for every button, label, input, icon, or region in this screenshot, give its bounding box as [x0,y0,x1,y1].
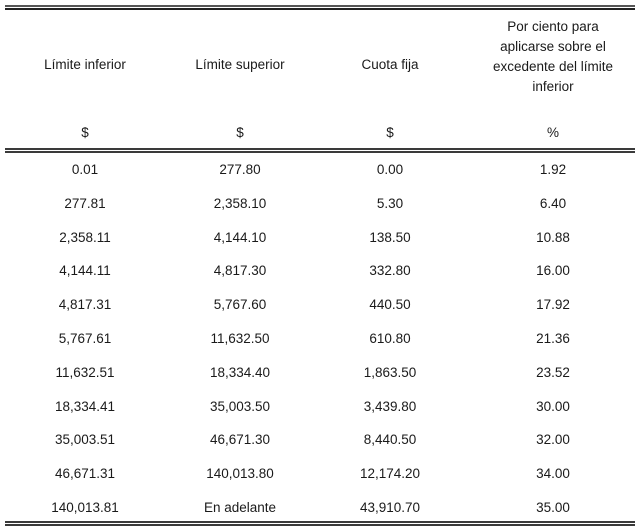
unit-cuota-fija: $ [386,125,394,140]
cell-limite-superior: 11,632.50 [210,331,270,346]
table-body: 0.01 277.80 0.00 1.92 277.81 2,358.10 5.30 6.40… [5,153,635,521]
cell-limite-superior: 4,817.30 [213,263,267,279]
cell-por-ciento: 10.88 [536,229,570,245]
cell-cuota-fija: 1,863.50 [363,364,417,380]
cell-por-ciento: 21.36 [536,331,570,346]
table-row: 46,671.31 140,013.80 12,174.20 34.00 [5,464,635,498]
cell-limite-inferior: 35,003.51 [54,432,116,448]
table-header: Límite inferior Límite superior Cuota fi… [5,10,635,148]
cell-cuota-fija: 610.80 [369,331,411,346]
cell-limite-superior: 2,358.10 [213,195,267,211]
cell-limite-superior: 18,334.40 [209,364,271,380]
cell-por-ciento: 32.00 [536,432,570,448]
unit-limite-superior: $ [236,125,244,140]
cell-limite-inferior: 46,671.31 [54,466,116,482]
cell-limite-inferior: 2,358.11 [59,229,111,245]
isr-rate-table: Límite inferior Límite superior Cuota fi… [5,5,635,526]
cell-cuota-fija: 0.00 [376,162,404,177]
table-row: 2,358.11 4,144.10 138.50 10.88 [5,228,635,262]
cell-cuota-fija: 43,910.70 [359,500,421,515]
cell-limite-inferior: 5,767.61 [58,331,112,346]
cell-por-ciento: 34.00 [536,466,570,482]
cell-por-ciento: 1.92 [539,162,567,177]
header-cuota-fija: Cuota fija [361,57,419,72]
table-row: 140,013.81 En adelante 43,910.70 35.00 [5,498,635,532]
cell-limite-superior: 35,003.50 [209,398,271,414]
cell-limite-inferior: 4,817.31 [58,297,112,313]
cell-cuota-fija: 8,440.50 [363,432,417,448]
bottom-double-rule [5,521,635,526]
header-por-ciento-line: aplicarse sobre el [500,39,606,54]
header-por-ciento-line: Por ciento para [507,19,599,34]
top-double-rule [5,5,635,10]
cell-limite-superior: 46,671.30 [209,432,271,448]
cell-por-ciento: 23.52 [536,364,570,380]
cell-por-ciento: 6.40 [539,195,567,211]
cell-por-ciento: 17.92 [536,297,570,313]
table-row: 35,003.51 46,671.30 8,440.50 32.00 [5,430,635,464]
cell-limite-inferior: 140,013.81 [51,500,119,515]
cell-limite-inferior: 0.01 [71,162,99,177]
header-por-ciento: Por ciento para aplicarse sobre el exced… [473,17,633,97]
cell-limite-inferior: 4,144.11 [59,263,111,279]
table-row: 4,817.31 5,767.60 440.50 17.92 [5,295,635,329]
table-row: 0.01 277.80 0.00 1.92 [5,160,635,194]
cell-limite-inferior: 277.81 [64,195,106,211]
table-row: 277.81 2,358.10 5.30 6.40 [5,194,635,228]
cell-limite-superior: 4,144.10 [213,229,267,245]
cell-cuota-fija: 440.50 [369,297,411,313]
cell-cuota-fija: 3,439.80 [363,398,417,414]
table-row: 11,632.51 18,334.40 1,863.50 23.52 [5,363,635,397]
cell-por-ciento: 16.00 [536,263,570,279]
cell-limite-superior: 277.80 [219,162,261,177]
header-por-ciento-line: excedente del límite [492,59,614,74]
cell-cuota-fija: 332.80 [369,263,411,279]
table-row: 4,144.11 4,817.30 332.80 16.00 [5,261,635,295]
cell-por-ciento: 30.00 [536,398,570,414]
cell-limite-superior: En adelante [203,500,277,515]
header-limite-inferior: Límite inferior [44,57,126,72]
cell-limite-superior: 5,767.60 [213,297,267,313]
table-row: 5,767.61 11,632.50 610.80 21.36 [5,329,635,363]
header-limite-superior: Límite superior [195,57,285,72]
table-row: 18,334.41 35,003.50 3,439.80 30.00 [5,397,635,431]
header-double-rule [5,148,635,153]
cell-cuota-fija: 5.30 [376,195,404,211]
unit-por-ciento: % [546,125,559,140]
cell-limite-inferior: 18,334.41 [54,398,116,414]
header-por-ciento-line: inferior [532,79,574,94]
unit-limite-inferior: $ [81,125,89,140]
cell-limite-inferior: 11,632.51 [55,364,115,380]
cell-por-ciento: 35.00 [536,500,570,515]
cell-cuota-fija: 12,174.20 [359,466,421,482]
cell-cuota-fija: 138.50 [369,229,411,245]
cell-limite-superior: 140,013.80 [206,466,274,482]
